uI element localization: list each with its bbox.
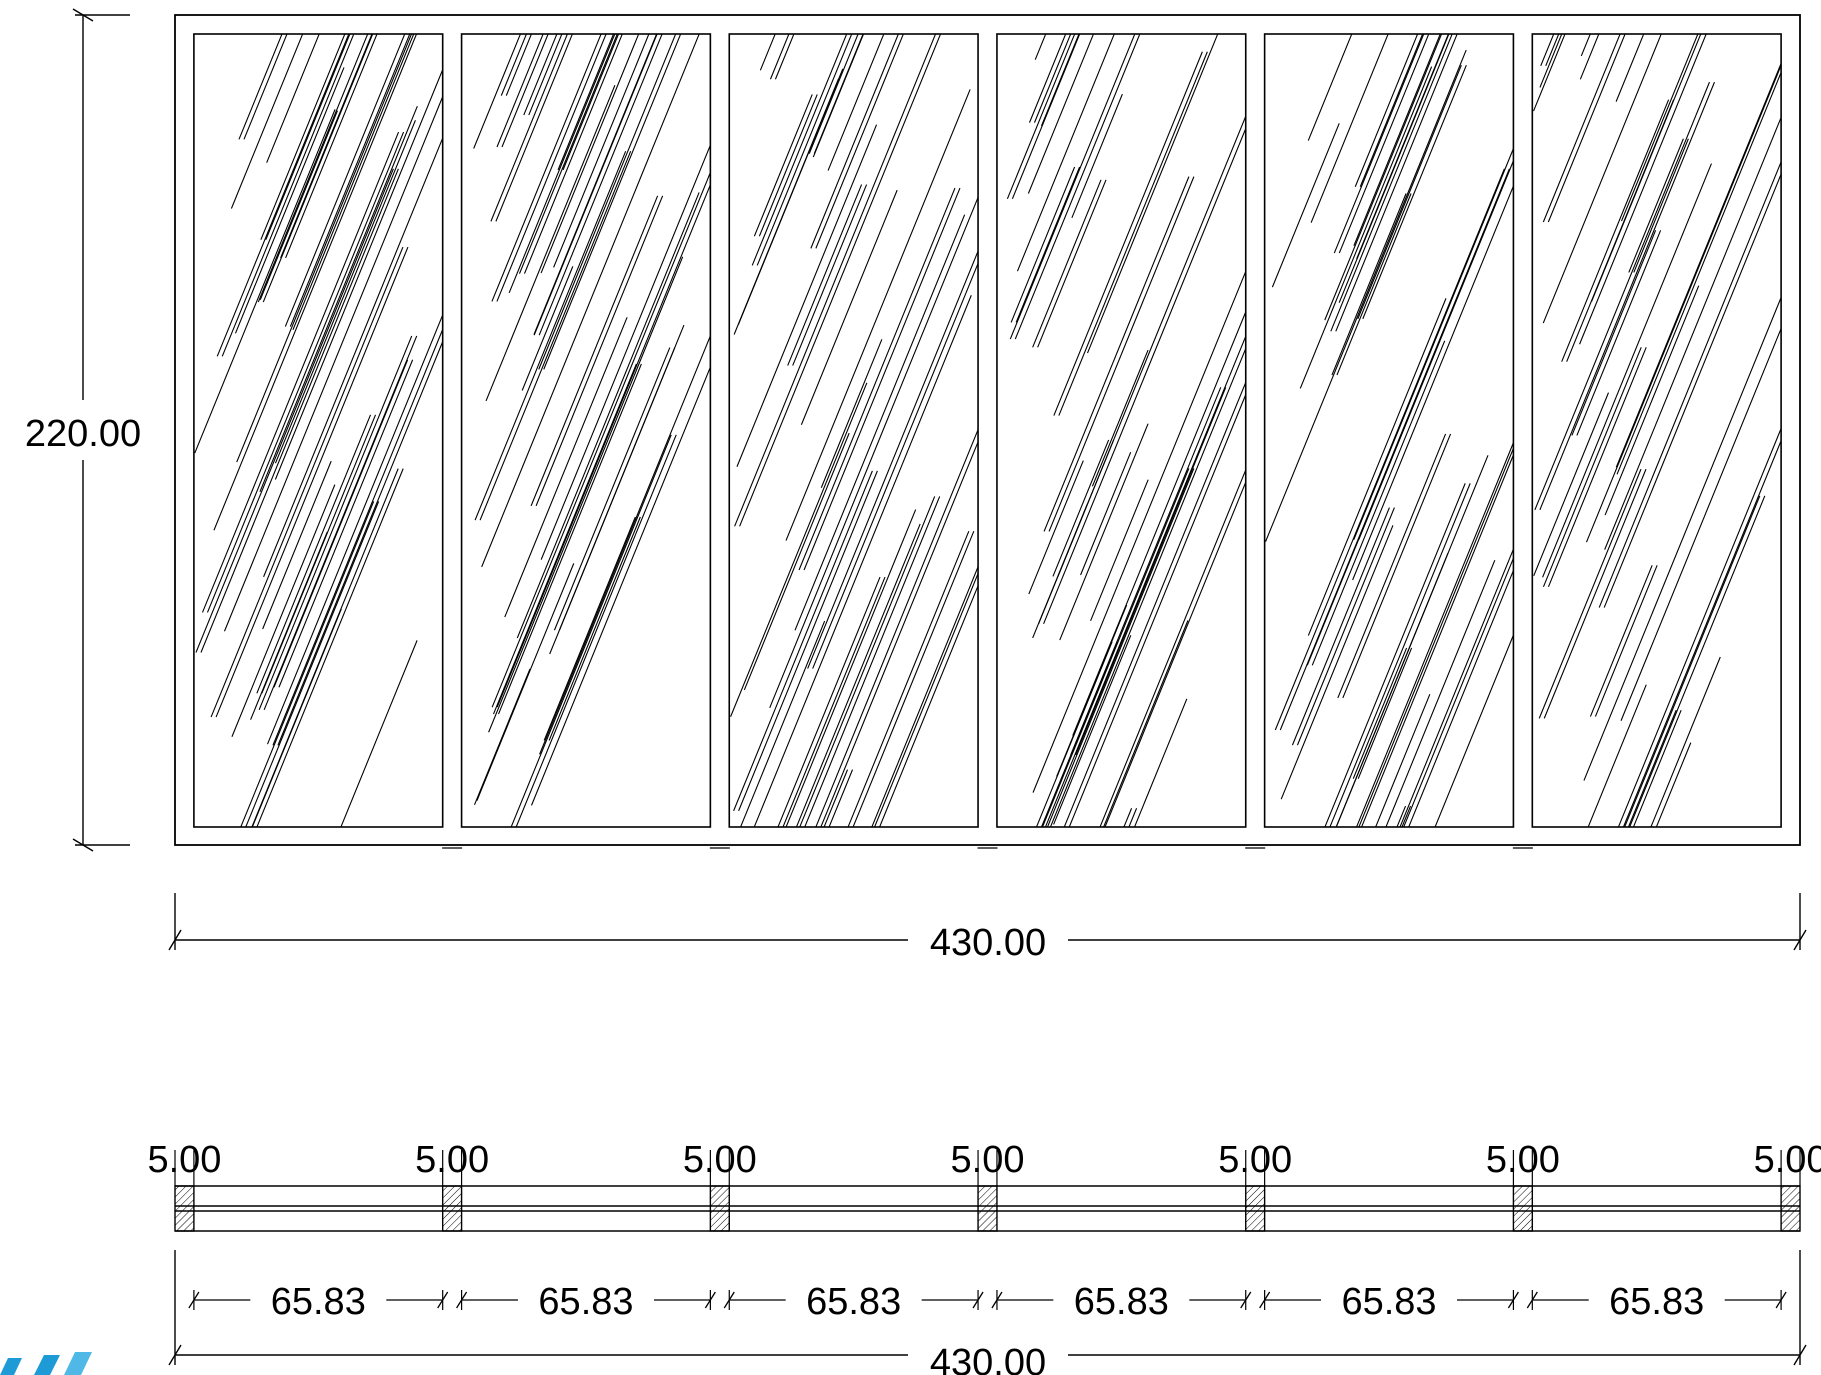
panel-dimension: 65.83 xyxy=(991,1281,1252,1323)
panel-width-label: 65.83 xyxy=(1341,1281,1436,1323)
mullion xyxy=(709,1185,730,1232)
glass-panel xyxy=(1531,33,1782,828)
panel-dimension: 65.83 xyxy=(1526,1281,1787,1323)
glass-hatch xyxy=(1006,34,1246,827)
mullions xyxy=(174,1185,1801,1232)
mullion-width-label: 5.00 xyxy=(951,1139,1025,1181)
outer-frame xyxy=(174,14,1801,846)
mullion xyxy=(977,1185,998,1232)
glass-border xyxy=(460,33,712,828)
mullion-width-label: 5.00 xyxy=(415,1139,489,1181)
mullion-labels: 5.00 5.00 5.00 5.00 5.00 5.00 5.00 xyxy=(147,1139,1821,1186)
elevation-view xyxy=(174,14,1801,849)
mullion xyxy=(1780,1185,1801,1232)
glass-hatch xyxy=(1265,34,1514,827)
glass-panel xyxy=(996,33,1247,828)
panel-dimension: 65.83 xyxy=(1259,1281,1519,1323)
glass-panels xyxy=(193,33,1782,828)
plan-overall-dimension: 430.00 xyxy=(168,1250,1807,1375)
mullion xyxy=(1512,1185,1534,1232)
glass-hatch xyxy=(473,34,711,827)
watermark-logo xyxy=(0,1352,92,1375)
glass-hatch xyxy=(1533,34,1782,827)
plan-overall-label: 430.00 xyxy=(930,1342,1046,1375)
panel-width-label: 65.83 xyxy=(1074,1281,1169,1323)
plan-view: 5.00 5.00 5.00 5.00 5.00 5.00 5.00 xyxy=(147,1139,1821,1232)
panel-width-label: 65.83 xyxy=(806,1281,901,1323)
elevation-width-dimension: 430.00 xyxy=(168,893,1807,964)
glass-panel xyxy=(193,33,444,828)
glass-border xyxy=(193,33,444,828)
elevation-width-label: 430.00 xyxy=(930,922,1046,964)
panel-width-label: 65.83 xyxy=(538,1281,633,1323)
glass-panel xyxy=(1263,33,1515,828)
mullion xyxy=(441,1185,463,1232)
panel-dimension: 65.83 xyxy=(456,1281,716,1323)
mullion xyxy=(1245,1185,1266,1232)
panel-width-label: 65.83 xyxy=(1609,1281,1704,1323)
mullion xyxy=(174,1185,195,1232)
mullion-width-label: 5.00 xyxy=(1486,1139,1560,1181)
height-dimension: 220.00 xyxy=(10,8,150,852)
glass-panel xyxy=(728,33,979,828)
glass-panel xyxy=(460,33,712,828)
panel-dimensions: 65.83 65.83 65.83 65.83 65.83 65.83 xyxy=(188,1281,1787,1323)
mullion-width-label: 5.00 xyxy=(1218,1139,1292,1181)
height-label: 220.00 xyxy=(25,413,141,455)
mullion-width-label: 5.00 xyxy=(683,1139,757,1181)
mullion-width-label: 5.00 xyxy=(147,1139,221,1181)
glass-border xyxy=(728,33,979,828)
glass-hatch xyxy=(194,34,443,827)
glass-border xyxy=(1263,33,1515,828)
glass-border xyxy=(1531,33,1782,828)
glass-border xyxy=(996,33,1247,828)
panel-width-label: 65.83 xyxy=(271,1281,366,1323)
glass-hatch xyxy=(730,34,979,827)
mullion-width-label: 5.00 xyxy=(1754,1139,1821,1181)
panel-dimension: 65.83 xyxy=(188,1281,449,1323)
panel-dimension: 65.83 xyxy=(723,1281,984,1323)
